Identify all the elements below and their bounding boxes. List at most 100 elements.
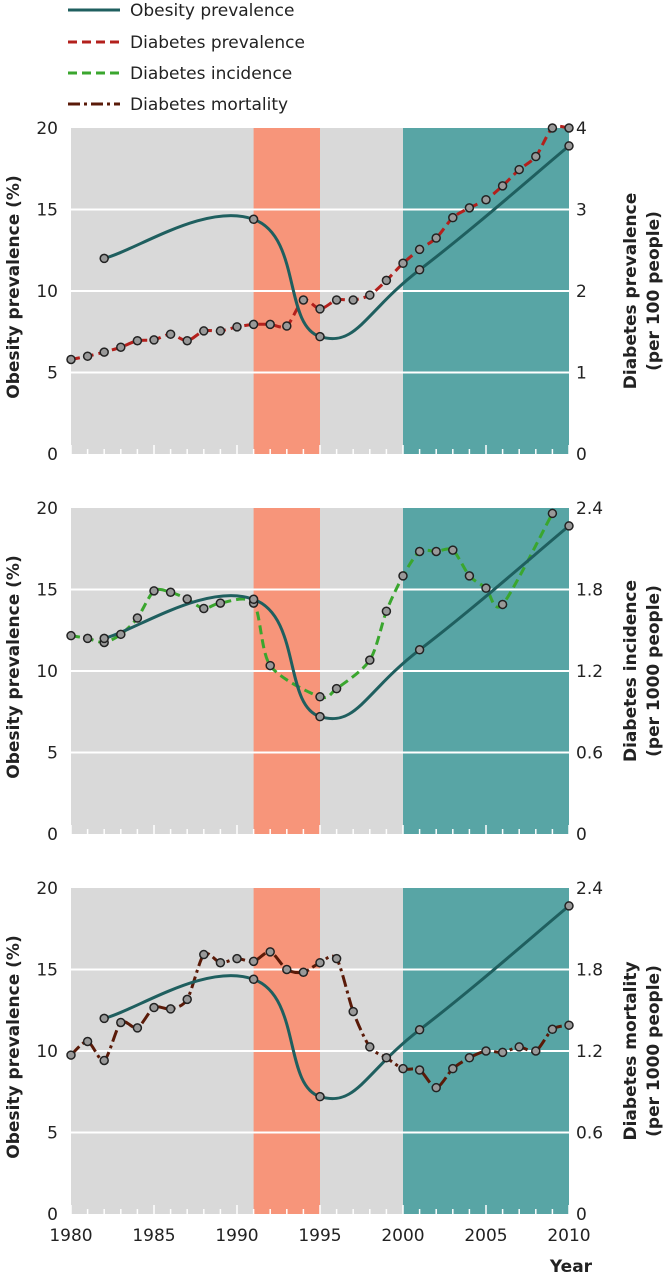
left-tick-label: 15	[36, 201, 58, 221]
data-point-obesity-prevalence	[99, 633, 109, 644]
data-point-diabetes-mortality	[215, 957, 226, 968]
data-point-diabetes-incidence	[66, 630, 76, 641]
x-tick-label: 2010	[547, 1226, 590, 1246]
data-point-diabetes-incidence	[199, 603, 209, 614]
data-point-diabetes-prevalence	[514, 164, 524, 175]
data-point-diabetes-prevalence	[448, 212, 458, 223]
data-point-diabetes-incidence	[381, 606, 392, 616]
data-point-diabetes-incidence	[149, 586, 159, 596]
data-point-obesity-prevalence	[414, 265, 425, 275]
data-point-obesity-prevalence	[99, 1013, 109, 1024]
data-point-diabetes-prevalence	[199, 326, 209, 336]
left-tick-label: 0	[47, 825, 58, 845]
data-point-diabetes-prevalence	[99, 347, 109, 357]
data-point-diabetes-incidence	[116, 629, 126, 640]
data-point-diabetes-prevalence	[331, 295, 342, 305]
legend-label-diabetes-mortality: Diabetes mortality	[130, 95, 288, 115]
left-tick-label: 0	[47, 1205, 58, 1225]
data-point-diabetes-prevalence	[232, 322, 242, 332]
left-tick-label: 10	[36, 662, 58, 682]
x-tick-label: 1985	[132, 1226, 175, 1246]
left-tick-label: 20	[36, 879, 58, 899]
data-point-diabetes-incidence	[132, 613, 143, 623]
legend-item-diabetes-prevalence: Diabetes prevalence	[68, 33, 305, 53]
right-tick-label: 0.6	[576, 1124, 603, 1144]
data-point-obesity-prevalence	[248, 974, 259, 985]
data-point-diabetes-prevalence	[165, 329, 176, 339]
data-point-diabetes-prevalence	[66, 354, 76, 365]
data-point-diabetes-mortality	[298, 967, 309, 977]
x-axis: 1980 1985 1990 1995 2000 2005 2010 Year	[49, 1226, 592, 1277]
data-point-diabetes-prevalence	[348, 295, 358, 305]
data-point-diabetes-prevalence	[531, 151, 541, 162]
data-point-diabetes-mortality	[365, 1042, 375, 1052]
data-point-diabetes-prevalence	[431, 233, 441, 243]
data-point-obesity-prevalence	[564, 901, 574, 911]
x-tick-label: 1995	[298, 1226, 341, 1246]
data-point-diabetes-prevalence	[414, 244, 425, 255]
right-tick-label: 0	[576, 1205, 587, 1225]
data-point-diabetes-mortality	[464, 1053, 475, 1063]
data-point-obesity-prevalence	[564, 521, 574, 531]
data-point-diabetes-prevalence	[215, 326, 226, 336]
right-tick-label: 1.2	[576, 662, 603, 682]
x-tick-label: 1990	[215, 1226, 258, 1246]
data-point-diabetes-incidence	[448, 545, 458, 555]
data-point-diabetes-prevalence	[365, 290, 375, 300]
data-point-diabetes-mortality	[116, 1017, 126, 1028]
x-tick-label: 1980	[49, 1226, 92, 1246]
data-point-diabetes-mortality	[149, 1002, 159, 1013]
right-axis-title: (per 1000 people)	[644, 965, 664, 1137]
data-point-diabetes-mortality	[414, 1065, 425, 1075]
right-tick-label: 4	[576, 119, 587, 139]
legend-item-diabetes-mortality: Diabetes mortality	[68, 95, 288, 115]
data-point-diabetes-prevalence	[464, 203, 475, 213]
panel-diabetes-prevalence: 0 5 10 15 20 0 1 2 3 4 Obesity prevalence (%) Diabe…	[4, 119, 664, 465]
data-point-diabetes-mortality	[564, 1020, 574, 1030]
data-point-diabetes-mortality	[431, 1082, 441, 1093]
data-point-diabetes-prevalence	[149, 335, 159, 345]
right-tick-label: 3	[576, 201, 587, 221]
data-point-diabetes-prevalence	[564, 123, 574, 133]
data-point-obesity-prevalence	[414, 1025, 425, 1035]
x-tick-label: 2005	[464, 1226, 507, 1246]
right-tick-label: 0.6	[576, 744, 603, 764]
right-tick-label: 2.4	[576, 499, 603, 519]
right-tick-label: 1.8	[576, 961, 603, 981]
data-point-obesity-prevalence	[315, 711, 325, 722]
right-axis-title: Diabetes prevalence	[621, 193, 641, 390]
right-axis-title: Diabetes mortality	[621, 961, 641, 1140]
data-point-diabetes-prevalence	[248, 319, 259, 330]
data-point-obesity-prevalence	[248, 214, 259, 225]
left-tick-label: 5	[47, 364, 58, 384]
data-point-diabetes-mortality	[514, 1042, 524, 1052]
data-point-diabetes-incidence	[165, 587, 176, 597]
data-point-diabetes-mortality	[66, 1050, 76, 1060]
data-point-diabetes-incidence	[331, 683, 342, 694]
data-point-diabetes-mortality	[547, 1024, 558, 1035]
data-point-obesity-prevalence	[99, 253, 109, 264]
data-point-diabetes-mortality	[497, 1047, 508, 1058]
data-point-diabetes-mortality	[398, 1063, 408, 1074]
data-point-diabetes-mortality	[99, 1055, 109, 1066]
data-point-diabetes-mortality	[182, 994, 192, 1005]
data-point-diabetes-prevalence	[282, 321, 292, 331]
data-point-diabetes-incidence	[182, 594, 192, 604]
left-tick-label: 20	[36, 499, 58, 519]
panel-diabetes-incidence: 0 5 10 15 20 0 0.6 1.2 1.8 2.4 Obesity prevalence …	[4, 499, 664, 845]
right-tick-label: 0	[576, 825, 587, 845]
data-point-diabetes-prevalence	[398, 258, 408, 269]
data-point-diabetes-incidence	[547, 508, 558, 519]
data-point-diabetes-prevalence	[82, 351, 93, 361]
data-point-diabetes-incidence	[398, 571, 408, 581]
x-tick-label: 2000	[381, 1226, 424, 1246]
legend-label-diabetes-prevalence: Diabetes prevalence	[130, 33, 305, 53]
left-tick-label: 0	[47, 445, 58, 465]
data-point-diabetes-prevalence	[381, 275, 392, 286]
data-point-diabetes-mortality	[331, 953, 342, 964]
legend-label-obesity: Obesity prevalence	[130, 1, 294, 21]
data-point-diabetes-incidence	[365, 655, 375, 665]
left-tick-label: 5	[47, 744, 58, 764]
data-point-diabetes-incidence	[414, 546, 425, 557]
data-point-diabetes-incidence	[481, 583, 491, 593]
